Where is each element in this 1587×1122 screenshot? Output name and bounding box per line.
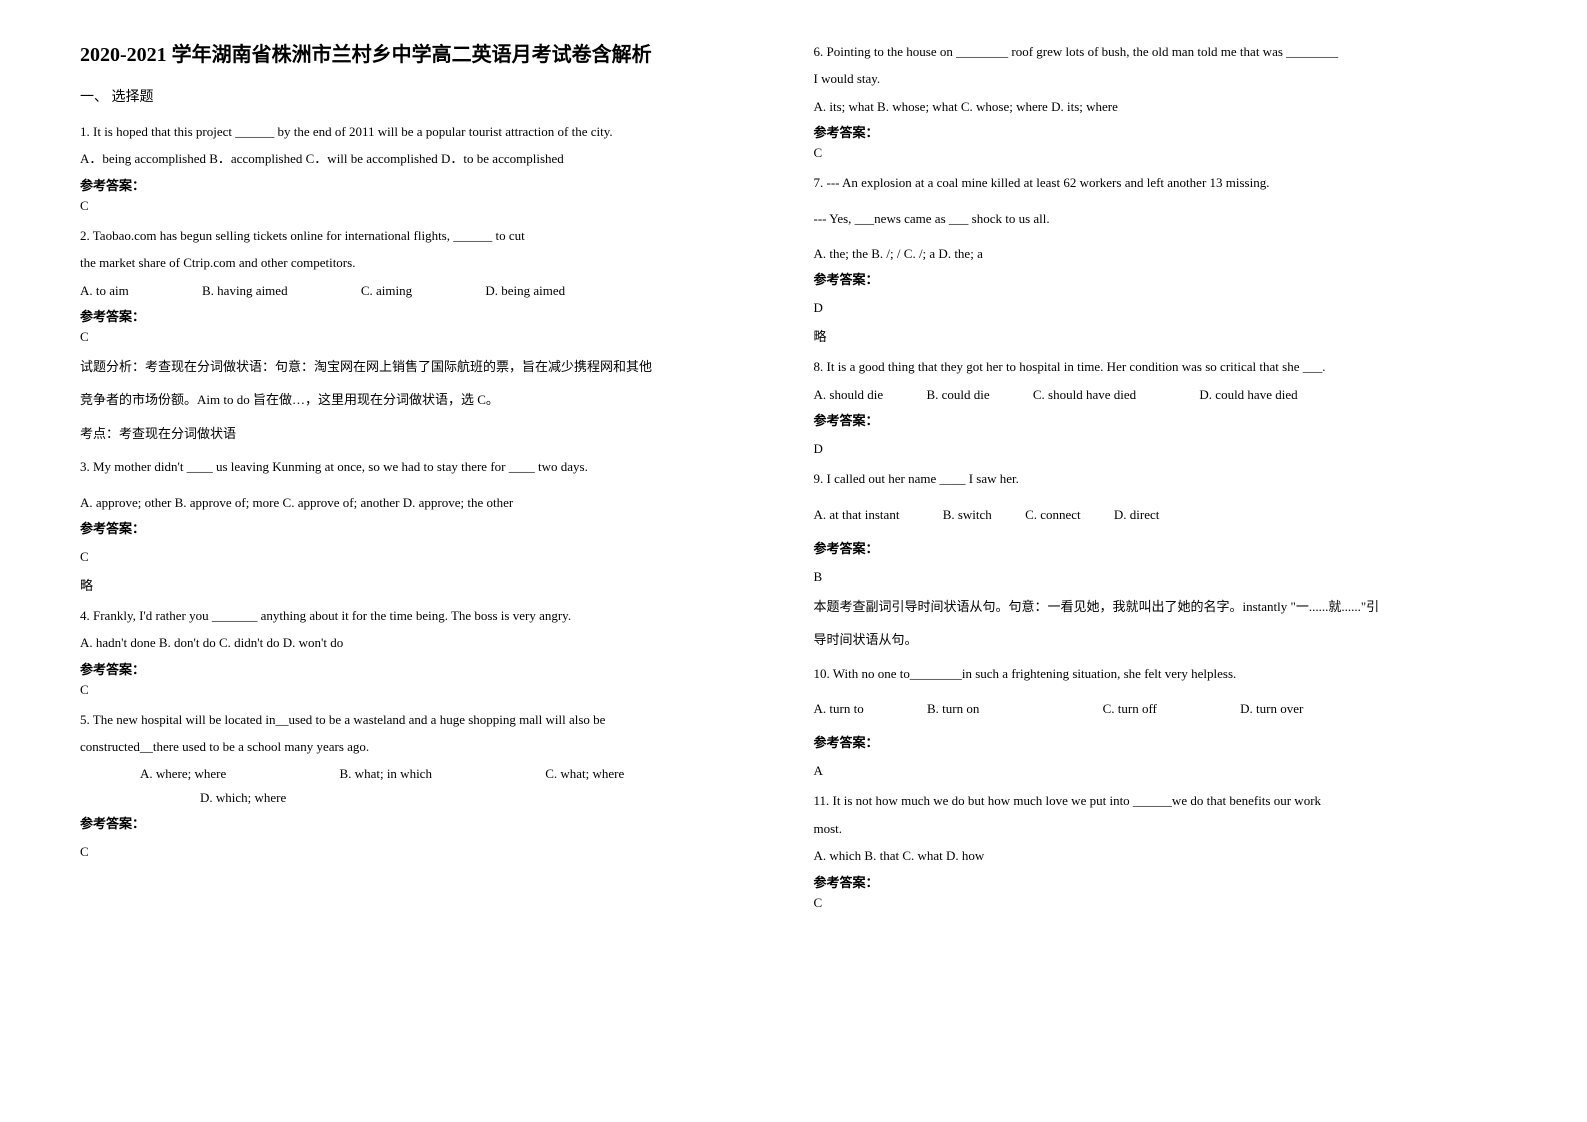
q1-text: 1. It is hoped that this project ______ …	[80, 120, 774, 143]
question-2: 2. Taobao.com has begun selling tickets …	[80, 224, 774, 445]
q2-answer-label: 参考答案：	[80, 306, 774, 325]
q10-opt-b: B. turn on	[927, 701, 979, 716]
q6-line1: 6. Pointing to the house on ________ roo…	[814, 40, 1508, 63]
q9-opt-b: B. switch	[943, 507, 992, 522]
q5-line2: constructed__there used to be a school m…	[80, 735, 774, 758]
q2-opt-a: A. to aim	[80, 283, 129, 298]
section-header: 一、 选择题	[80, 86, 774, 106]
q10-opt-a: A. turn to	[814, 701, 864, 716]
q9-options: A. at that instant B. switch C. connect …	[814, 503, 1508, 526]
q1-answer: C	[80, 198, 774, 214]
q2-answer: C	[80, 329, 774, 345]
q9-opt-a: A. at that instant	[814, 507, 900, 522]
q10-opt-c: C. turn off	[1103, 701, 1157, 716]
q11-answer-label: 参考答案：	[814, 872, 1508, 891]
q1-options: A．being accomplished B．accomplished C．wi…	[80, 147, 774, 170]
q2-opt-b: B. having aimed	[202, 283, 288, 298]
q10-options: A. turn to B. turn on C. turn off D. tur…	[814, 697, 1508, 720]
question-6: 6. Pointing to the house on ________ roo…	[814, 40, 1508, 161]
q7-text: 7. --- An explosion at a coal mine kille…	[814, 171, 1508, 194]
q10-text: 10. With no one to________in such a frig…	[814, 662, 1508, 685]
q2-point: 考点：考查现在分词做状语	[80, 422, 774, 445]
q6-answer-label: 参考答案：	[814, 122, 1508, 141]
q8-opt-b: B. could die	[926, 387, 989, 402]
q9-opt-c: C. connect	[1025, 507, 1081, 522]
q4-text: 4. Frankly, I'd rather you _______ anyth…	[80, 604, 774, 627]
q9-answer-label: 参考答案：	[814, 538, 1508, 557]
q9-analysis1: 本题考查副词引导时间状语从句。句意：一看见她，我就叫出了她的名字。instant…	[814, 595, 1508, 618]
q8-text: 8. It is a good thing that they got her …	[814, 355, 1508, 378]
q4-answer-label: 参考答案：	[80, 659, 774, 678]
q1-answer-label: 参考答案：	[80, 175, 774, 194]
q5-answer-label: 参考答案：	[80, 813, 774, 832]
q10-answer: A	[814, 763, 1508, 779]
q8-answer-label: 参考答案：	[814, 410, 1508, 429]
q10-answer-label: 参考答案：	[814, 732, 1508, 751]
q6-line2: I would stay.	[814, 67, 1508, 90]
q11-options: A. which B. that C. what D. how	[814, 844, 1508, 867]
q2-opt-d: D. being aimed	[485, 283, 565, 298]
q2-line2: the market share of Ctrip.com and other …	[80, 251, 774, 274]
q5-options-2: D. which; where	[80, 786, 774, 809]
q11-line2: most.	[814, 817, 1508, 840]
question-7: 7. --- An explosion at a coal mine kille…	[814, 171, 1508, 345]
q10-opt-d: D. turn over	[1240, 701, 1303, 716]
q8-opt-a: A. should die	[814, 387, 884, 402]
q11-line1: 11. It is not how much we do but how muc…	[814, 789, 1508, 812]
document-title: 2020-2021 学年湖南省株洲市兰村乡中学高二英语月考试卷含解析	[80, 40, 774, 70]
q9-opt-d: D. direct	[1114, 507, 1159, 522]
q9-answer: B	[814, 569, 1508, 585]
q7-text2: --- Yes, ___news came as ___ shock to us…	[814, 207, 1508, 230]
q7-answer: D	[814, 300, 1508, 316]
q8-answer: D	[814, 441, 1508, 457]
right-column: 6. Pointing to the house on ________ roo…	[794, 40, 1528, 1082]
question-11: 11. It is not how much we do but how muc…	[814, 789, 1508, 910]
q5-line1: 5. The new hospital will be located in__…	[80, 708, 774, 731]
q5-options: A. where; where B. what; in which C. wha…	[80, 762, 774, 785]
q7-extra: 略	[814, 326, 1508, 345]
q5-answer: C	[80, 844, 774, 860]
q5-opt-a: A. where; where	[140, 766, 226, 781]
question-5: 5. The new hospital will be located in__…	[80, 708, 774, 861]
question-8: 8. It is a good thing that they got her …	[814, 355, 1508, 457]
question-9: 9. I called out her name ____ I saw her.…	[814, 467, 1508, 652]
q8-options: A. should die B. could die C. should hav…	[814, 383, 1508, 406]
q7-answer-label: 参考答案：	[814, 269, 1508, 288]
q3-text: 3. My mother didn't ____ us leaving Kunm…	[80, 455, 774, 478]
q6-options: A. its; what B. whose; what C. whose; wh…	[814, 95, 1508, 118]
q2-options: A. to aim B. having aimed C. aiming D. b…	[80, 279, 774, 302]
q3-answer: C	[80, 549, 774, 565]
q3-answer-label: 参考答案：	[80, 518, 774, 537]
q2-line1: 2. Taobao.com has begun selling tickets …	[80, 224, 774, 247]
q2-analysis2: 竞争者的市场份额。Aim to do 旨在做…，这里用现在分词做状语，选 C。	[80, 388, 774, 411]
question-1: 1. It is hoped that this project ______ …	[80, 120, 774, 214]
q5-opt-d: D. which; where	[200, 790, 286, 805]
q5-opt-c: C. what; where	[545, 766, 624, 781]
q8-opt-c: C. should have died	[1033, 387, 1136, 402]
q3-options: A. approve; other B. approve of; more C.…	[80, 491, 774, 514]
q5-opt-b: B. what; in which	[340, 766, 432, 781]
question-10: 10. With no one to________in such a frig…	[814, 662, 1508, 780]
question-3: 3. My mother didn't ____ us leaving Kunm…	[80, 455, 774, 594]
question-4: 4. Frankly, I'd rather you _______ anyth…	[80, 604, 774, 698]
q6-answer: C	[814, 145, 1508, 161]
q4-answer: C	[80, 682, 774, 698]
left-column: 2020-2021 学年湖南省株洲市兰村乡中学高二英语月考试卷含解析 一、 选择…	[60, 40, 794, 1082]
q4-options: A. hadn't done B. don't do C. didn't do …	[80, 631, 774, 654]
q7-options: A. the; the B. /; / C. /; a D. the; a	[814, 242, 1508, 265]
q2-opt-c: C. aiming	[361, 283, 412, 298]
q9-text: 9. I called out her name ____ I saw her.	[814, 467, 1508, 490]
q11-answer: C	[814, 895, 1508, 911]
q3-extra: 略	[80, 575, 774, 594]
q2-analysis1: 试题分析：考查现在分词做状语：句意：淘宝网在网上销售了国际航班的票，旨在减少携程…	[80, 355, 774, 378]
q9-analysis2: 导时间状语从句。	[814, 628, 1508, 651]
q8-opt-d: D. could have died	[1199, 387, 1297, 402]
